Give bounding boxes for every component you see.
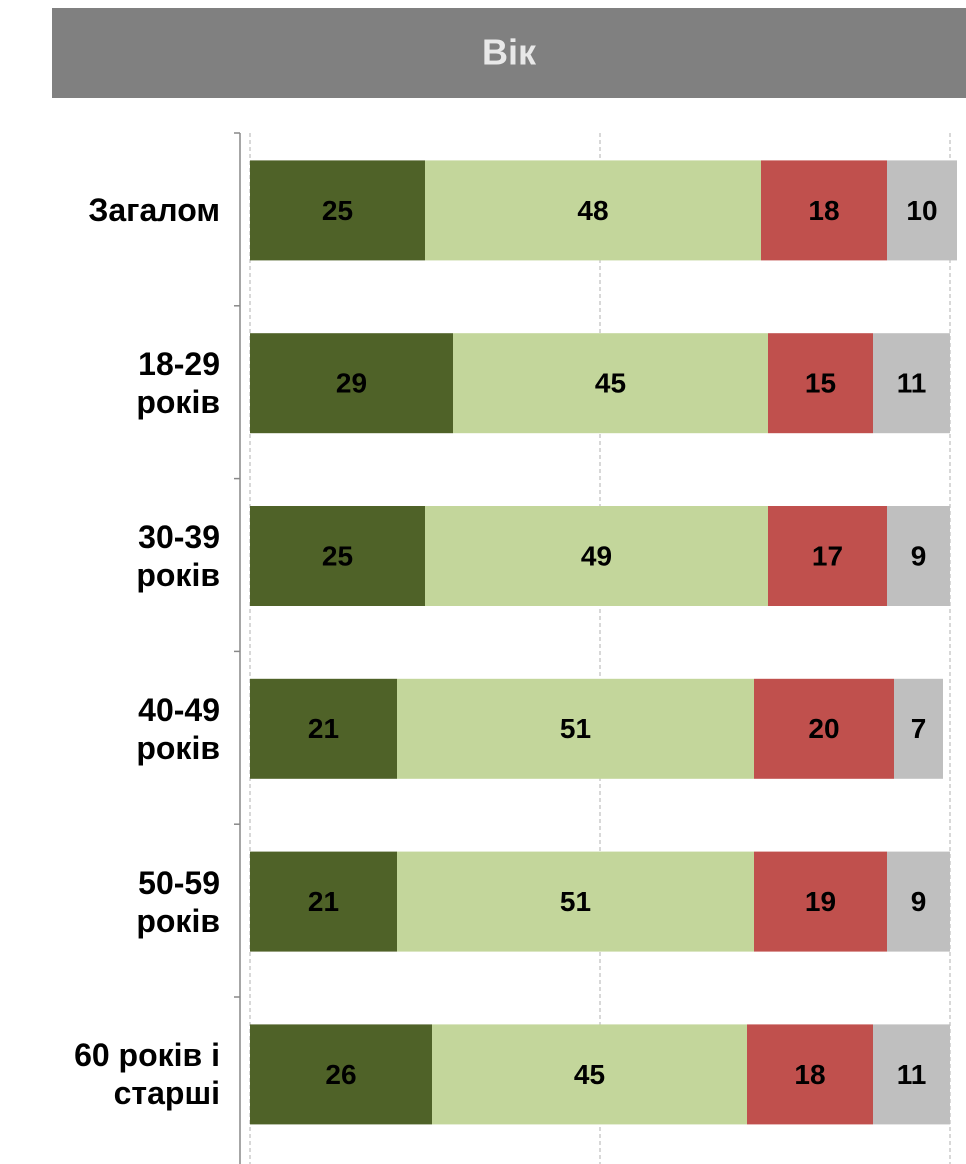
value-label: 7: [911, 713, 927, 744]
value-label: 51: [560, 886, 591, 917]
category-label: 40-49 років: [136, 691, 220, 766]
bar-segment: [747, 1024, 873, 1125]
bar-segment: [250, 160, 425, 261]
bar-segment: [887, 851, 950, 952]
bar-segment: [250, 678, 397, 779]
bar-segment: [754, 678, 894, 779]
bar-segment: [250, 851, 397, 952]
bar-segment: [887, 506, 950, 606]
value-label: 29: [336, 368, 367, 399]
value-label: 45: [595, 368, 626, 399]
value-label: 51: [560, 713, 591, 744]
value-label: 45: [574, 1059, 605, 1090]
value-label: 49: [581, 540, 612, 571]
bar-segment: [432, 1024, 747, 1125]
value-label: 26: [325, 1059, 356, 1090]
bar-segment: [397, 851, 754, 952]
chart-title: Вік: [482, 32, 537, 73]
bar-segment: [873, 1024, 950, 1125]
value-label: 15: [805, 368, 836, 399]
category-label: 18-29 років: [136, 346, 220, 421]
bar-segment: [887, 160, 957, 261]
value-label: 20: [808, 713, 839, 744]
header-bar: [52, 8, 966, 98]
bar-segment: [761, 160, 887, 261]
bar-segment: [425, 160, 761, 261]
value-label: 21: [308, 886, 339, 917]
bar-segment: [250, 333, 453, 434]
category-label: 50-59 років: [136, 864, 220, 939]
value-label: 9: [911, 886, 927, 917]
value-label: 10: [906, 195, 937, 226]
value-label: 11: [897, 1059, 927, 1090]
bar-segment: [397, 678, 754, 779]
category-label: Загалом: [88, 192, 220, 229]
bar-segment: [250, 1024, 432, 1125]
bar-segment: [894, 678, 943, 779]
value-label: 25: [322, 540, 353, 571]
category-label: 30-39 років: [136, 519, 220, 593]
bar-segment: [873, 333, 950, 434]
value-label: 19: [805, 886, 836, 917]
value-label: 48: [577, 195, 608, 226]
value-label: 9: [911, 540, 927, 571]
bar-segment: [425, 506, 768, 606]
bar-segment: [453, 333, 768, 434]
bar-segment: [768, 333, 873, 434]
value-label: 17: [812, 540, 843, 571]
value-label: 18: [808, 195, 839, 226]
bar-segment: [250, 506, 425, 606]
value-label: 25: [322, 195, 353, 226]
category-label: 60 років і старші: [74, 1037, 220, 1112]
value-label: 11: [897, 368, 927, 399]
bar-segment: [768, 506, 887, 606]
bar-segment: [754, 851, 887, 952]
value-label: 18: [794, 1059, 825, 1090]
value-label: 21: [308, 713, 339, 744]
